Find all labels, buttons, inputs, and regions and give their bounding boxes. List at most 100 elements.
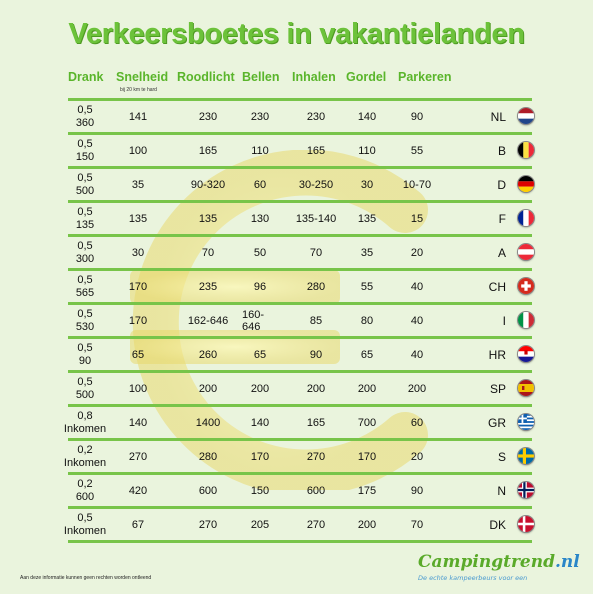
cell-snelheid: 140	[128, 416, 148, 429]
country-code: S	[497, 449, 506, 464]
cell-drank: 0,5 90	[68, 339, 102, 370]
drank-limit: 0,5	[77, 375, 93, 388]
drank-fine: Inkomen	[63, 524, 107, 537]
cell-roodlicht: 260	[198, 348, 218, 361]
germany-flag-icon	[518, 176, 534, 192]
austria-flag-icon	[518, 244, 534, 260]
drank-limit: 0,5	[77, 103, 93, 116]
cell-snelheid: 141	[128, 110, 148, 123]
cell-inhalen: 200	[306, 382, 326, 395]
cell-roodlicht: 270	[198, 518, 218, 531]
cell-drank: 0,5 500	[68, 169, 102, 200]
drank-limit: 0,2	[77, 477, 93, 490]
cell-snelheid: 100	[128, 144, 148, 157]
cell-roodlicht: 1400	[195, 416, 221, 429]
cell-parkeren: 70	[410, 518, 424, 531]
cell-inhalen: 85	[309, 314, 323, 327]
cell-inhalen: 270	[306, 518, 326, 531]
brand-tld: .nl	[555, 552, 580, 572]
cell-gordel: 140	[357, 110, 377, 123]
cell-roodlicht: 280	[198, 450, 218, 463]
drank-limit: 0,5	[77, 171, 93, 184]
cell-drank: 0,5 565	[68, 271, 102, 302]
cell-bellen: 65	[253, 348, 267, 361]
drank-fine: 300	[75, 252, 95, 265]
table-row: 0,5 Inkomen 67 270 205 270 200 70 DK	[64, 506, 534, 543]
denmark-flag-icon	[518, 516, 534, 532]
cell-drank: 0,2 600	[68, 475, 102, 506]
cell-parkeren: 40	[410, 348, 424, 361]
header-gordel: Gordel	[346, 70, 387, 84]
cell-gordel: 55	[360, 280, 374, 293]
cell-snelheid: 420	[128, 484, 148, 497]
header-bellen: Bellen	[242, 70, 280, 84]
cell-bellen: 200	[250, 382, 270, 395]
country-code: D	[497, 177, 506, 192]
cell-roodlicht: 230	[198, 110, 218, 123]
country-code: HR	[488, 347, 506, 362]
drank-fine: 500	[75, 388, 95, 401]
cell-snelheid: 270	[128, 450, 148, 463]
country-code: GR	[488, 415, 506, 430]
header-snelheid: Snelheid	[116, 70, 169, 84]
table-row: 0,5 500 100 200 200 200 200 200 SP	[68, 370, 534, 404]
greece-flag-icon	[518, 414, 534, 430]
cell-gordel: 700	[357, 416, 377, 429]
drank-fine: 150	[75, 150, 95, 163]
header-snelheid-sub: bij 20 km te hard	[120, 87, 157, 93]
cell-snelheid: 30	[131, 246, 145, 259]
drank-limit: 0,5	[77, 137, 93, 150]
cell-parkeren: 55	[410, 144, 424, 157]
cell-inhalen: 90	[309, 348, 323, 361]
country-code: A	[497, 245, 506, 260]
norway-flag-icon	[518, 482, 534, 498]
cell-parkeren: 90	[410, 110, 424, 123]
cell-drank: 0,5 500	[68, 373, 102, 404]
table-row: 0,5 90 65 260 65 90 65 40 HR	[68, 336, 534, 370]
country-code: DK	[489, 517, 506, 532]
cell-inhalen: 165	[306, 416, 326, 429]
cell-bellen: 96	[253, 280, 267, 293]
drank-limit: 0,2	[77, 443, 93, 456]
table-row: 0,2 600 420 600 150 600 175 90 N	[68, 472, 534, 506]
table-header: Drank Snelheid bij 20 km te hard Roodlic…	[0, 70, 593, 96]
cell-inhalen: 600	[306, 484, 326, 497]
cell-drank: 0,8 Inkomen	[64, 407, 106, 438]
cell-inhalen: 135-140	[295, 212, 337, 225]
cell-snelheid: 170	[128, 280, 148, 293]
table-row: 0,5 530 170 162-646 160-646 85 80 40 I	[68, 302, 534, 336]
cell-gordel: 200	[357, 518, 377, 531]
table-row: 0,5 360 141 230 230 230 140 90 NL	[68, 98, 534, 132]
cell-parkeren: 10-70	[402, 178, 432, 191]
cell-parkeren: 40	[410, 314, 424, 327]
drank-limit: 0,5	[77, 205, 93, 218]
table-row: 0,5 300 30 70 50 70 35 20 A	[68, 234, 534, 268]
drank-fine: 600	[75, 490, 95, 503]
drank-fine: 530	[75, 320, 95, 333]
cell-bellen: 150	[250, 484, 270, 497]
drank-fine: 135	[75, 218, 95, 231]
table-row: 0,5 565 170 235 96 280 55 40 CH	[68, 268, 534, 302]
cell-snelheid: 170	[128, 314, 148, 327]
cell-roodlicht: 600	[198, 484, 218, 497]
cell-bellen: 230	[250, 110, 270, 123]
cell-gordel: 200	[357, 382, 377, 395]
cell-gordel: 170	[357, 450, 377, 463]
cell-gordel: 175	[357, 484, 377, 497]
cell-roodlicht: 235	[198, 280, 218, 293]
switzerland-flag-icon	[518, 278, 534, 294]
table-row: 0,5 135 135 135 130 135-140 135 15 F	[68, 200, 534, 234]
cell-snelheid: 135	[128, 212, 148, 225]
cell-bellen: 130	[250, 212, 270, 225]
cell-drank: 0,2 Inkomen	[64, 441, 106, 472]
cell-gordel: 110	[358, 144, 376, 157]
cell-parkeren: 15	[410, 212, 424, 225]
cell-bellen: 50	[253, 246, 267, 259]
cell-inhalen: 30-250	[298, 178, 334, 191]
cell-gordel: 80	[360, 314, 374, 327]
cell-gordel: 30	[360, 178, 374, 191]
header-parkeren: Parkeren	[398, 70, 452, 84]
france-flag-icon	[518, 210, 534, 226]
table-row: 0,2 Inkomen 270 280 170 270 170 20 S	[64, 438, 534, 472]
cell-roodlicht: 70	[201, 246, 215, 259]
